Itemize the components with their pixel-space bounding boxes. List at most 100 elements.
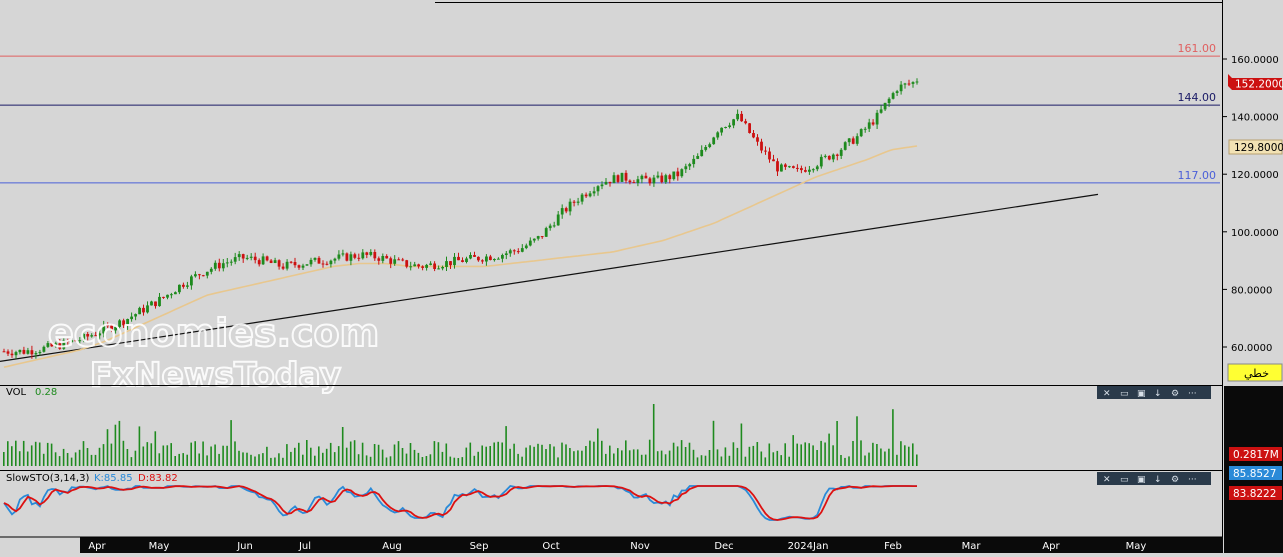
candle-body[interactable]: [501, 255, 504, 259]
candle-body[interactable]: [102, 325, 106, 334]
candle-body[interactable]: [756, 137, 759, 142]
candle-body[interactable]: [66, 340, 70, 342]
candle-body[interactable]: [309, 259, 313, 265]
candle-body[interactable]: [504, 253, 508, 255]
candle-body[interactable]: [552, 225, 556, 227]
candle-body[interactable]: [859, 129, 863, 137]
candle-body[interactable]: [54, 343, 58, 347]
candle-body[interactable]: [520, 248, 524, 252]
candle-body[interactable]: [237, 254, 241, 258]
candle-body[interactable]: [544, 228, 548, 237]
candle-body[interactable]: [98, 333, 102, 336]
candle-body[interactable]: [401, 259, 405, 261]
candle-body[interactable]: [688, 164, 692, 167]
candle-body[interactable]: [130, 316, 133, 320]
candle-body[interactable]: [182, 284, 185, 287]
candle-body[interactable]: [915, 81, 919, 83]
candle-body[interactable]: [819, 156, 823, 167]
candle-body[interactable]: [636, 179, 640, 183]
candle-body[interactable]: [297, 265, 301, 268]
candle-body[interactable]: [811, 169, 815, 171]
candle-body[interactable]: [668, 175, 672, 180]
candle-body[interactable]: [138, 307, 141, 315]
candle-body[interactable]: [146, 305, 149, 313]
candle-body[interactable]: [357, 257, 361, 259]
candle-body[interactable]: [30, 350, 34, 355]
candle-body[interactable]: [560, 208, 564, 215]
time-axis[interactable]: [80, 537, 1223, 553]
candle-body[interactable]: [676, 171, 680, 177]
candle-body[interactable]: [788, 166, 791, 168]
candle-body[interactable]: [82, 334, 86, 341]
candle-body[interactable]: [453, 256, 456, 266]
candle-body[interactable]: [564, 208, 568, 212]
moving-average-line[interactable]: [3, 145, 918, 368]
candle-body[interactable]: [632, 182, 636, 184]
candle-body[interactable]: [536, 236, 540, 239]
candle-body[interactable]: [656, 175, 660, 178]
candle-body[interactable]: [413, 264, 417, 267]
candle-body[interactable]: [624, 172, 628, 181]
candle-body[interactable]: [871, 122, 875, 125]
candle-body[interactable]: [241, 254, 245, 259]
candle-body[interactable]: [166, 294, 169, 298]
candle-body[interactable]: [815, 166, 819, 170]
candle-body[interactable]: [373, 252, 377, 259]
candle-body[interactable]: [174, 292, 177, 295]
candle-body[interactable]: [796, 167, 799, 169]
candle-body[interactable]: [90, 335, 94, 337]
candle-body[interactable]: [273, 260, 277, 263]
candle-body[interactable]: [764, 150, 767, 152]
candle-body[interactable]: [863, 128, 867, 130]
candle-body[interactable]: [341, 253, 345, 255]
candle-body[interactable]: [485, 256, 488, 262]
candle-body[interactable]: [540, 236, 544, 238]
restore-icon[interactable]: ▭: [1120, 475, 1129, 485]
candle-body[interactable]: [198, 274, 201, 276]
candle-body[interactable]: [162, 296, 165, 298]
candle-body[interactable]: [704, 147, 708, 150]
candle-body[interactable]: [903, 83, 907, 85]
close-icon[interactable]: ✕: [1103, 475, 1111, 485]
candle-body[interactable]: [365, 252, 369, 255]
candle-body[interactable]: [907, 83, 911, 85]
candle-body[interactable]: [170, 294, 173, 296]
candle-body[interactable]: [389, 258, 393, 264]
candle-body[interactable]: [776, 161, 779, 172]
candle-body[interactable]: [748, 123, 751, 133]
candle-body[interactable]: [493, 259, 496, 261]
candle-body[interactable]: [393, 259, 397, 264]
candle-body[interactable]: [325, 263, 329, 265]
candle-body[interactable]: [616, 175, 620, 182]
candle-body[interactable]: [285, 261, 289, 269]
candle-body[interactable]: [445, 261, 448, 267]
price-axis[interactable]: [1224, 0, 1283, 385]
candle-body[interactable]: [772, 159, 775, 162]
candle-body[interactable]: [74, 340, 78, 342]
candle-body[interactable]: [512, 250, 516, 252]
candle-body[interactable]: [588, 193, 592, 197]
settings-icon[interactable]: ⚙: [1171, 475, 1179, 485]
candle-body[interactable]: [628, 180, 632, 183]
maximize-icon[interactable]: ▣: [1137, 389, 1146, 399]
candle-body[interactable]: [808, 169, 811, 172]
candle-body[interactable]: [213, 262, 217, 269]
candle-body[interactable]: [209, 268, 213, 272]
candle-body[interactable]: [556, 214, 560, 226]
candle-body[interactable]: [14, 352, 18, 356]
candle-body[interactable]: [720, 127, 723, 133]
candle-body[interactable]: [823, 155, 827, 157]
candle-body[interactable]: [804, 170, 807, 172]
candle-body[interactable]: [190, 276, 193, 286]
candle-body[interactable]: [62, 340, 66, 349]
candle-body[interactable]: [253, 256, 257, 261]
price-panel[interactable]: 161.00 144.00 117.00: [0, 42, 1220, 368]
candle-body[interactable]: [86, 334, 90, 337]
close-icon[interactable]: ✕: [1103, 389, 1111, 399]
candle-body[interactable]: [716, 132, 720, 138]
candle-body[interactable]: [449, 261, 452, 266]
candle-body[interactable]: [158, 296, 161, 307]
candle-body[interactable]: [780, 164, 783, 172]
candle-body[interactable]: [672, 171, 676, 180]
candle-body[interactable]: [843, 142, 847, 150]
